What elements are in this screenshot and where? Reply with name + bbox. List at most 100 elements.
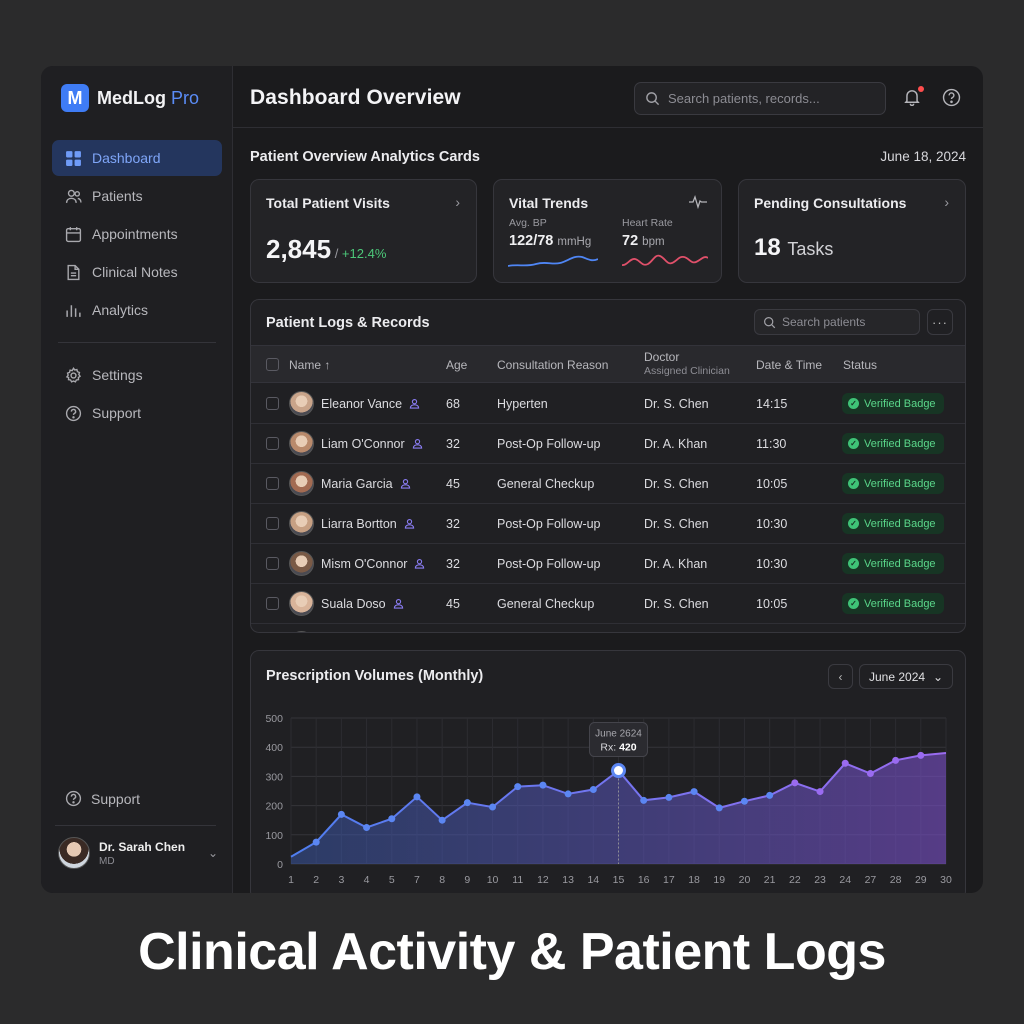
card-title: Vital Trends [509,195,589,211]
data-point [866,769,874,777]
patient-cell[interactable]: Liarra Bortton [289,511,415,536]
x-tick-label: 10 [487,874,499,886]
doctor-cell: Dr. S. Chen [644,517,709,531]
data-point [564,790,572,798]
patient-cell[interactable]: Liam O'Connor [289,431,423,456]
card-title: Pending Consultations [754,195,907,211]
sidebar-item-dashboard[interactable]: Dashboard [52,140,222,176]
data-point [489,803,497,811]
person-icon [404,519,414,529]
data-point [816,788,824,796]
reason-cell: Hyperten [497,397,548,411]
check-icon: ✓ [848,438,859,449]
chart-title: Prescription Volumes (Monthly) [266,668,484,684]
data-point [388,815,396,823]
sidebar-item-label: Settings [92,367,143,383]
prescription-chart-card: Prescription Volumes (Monthly) ‹ June 20… [250,650,966,893]
table-row[interactable]: Maria Garcia 45 General Checkup Dr. S. Chen… [251,464,965,504]
help-icon [65,790,82,807]
data-point [690,788,698,796]
table-search[interactable] [754,309,920,335]
patient-cell[interactable]: Eleanor Vance [289,391,420,416]
help-button[interactable] [942,88,961,112]
page-title: Dashboard Overview [250,86,461,109]
check-icon: ✓ [848,598,859,609]
bell-icon [904,90,920,107]
th-status: Status [843,358,878,372]
chevron-right-icon[interactable]: › [455,194,460,210]
visits-delta-wrap: / +12.4% [331,246,387,261]
chevron-right-icon[interactable]: › [944,194,949,210]
doctor-cell: Dr. A. Khan [644,557,708,571]
logo[interactable]: M MedLog Pro [61,84,199,112]
select-all-checkbox[interactable] [266,358,279,371]
month-select[interactable]: June 2024 ⌄ [859,664,953,689]
card-vital-trends[interactable]: Vital Trends Avg. BP 122/78 mmHg Heart R… [493,179,722,283]
table-row[interactable]: Eleanor Vance 68 Hyperten Dr. S. Chen 14:15 ✓… [251,384,965,424]
sidebar-item-label: Appointments [92,226,178,242]
th-age: Age [446,358,468,372]
search-input[interactable] [668,91,868,106]
table-row[interactable]: Suala Doso 45 General Checkup Dr. S. Chen 10… [251,584,965,624]
row-checkbox[interactable] [266,517,279,530]
status-badge: ✓ Verified Badge [842,473,944,494]
patient-cell[interactable]: Suala Doso [289,591,404,616]
person-icon [415,559,425,569]
prev-month-button[interactable]: ‹ [828,664,853,689]
x-tick-label: 8 [439,874,445,886]
month-value: June 2024 [869,669,926,684]
card-total-visits[interactable]: Total Patient Visits › 2,845 / +12.4% [250,179,477,283]
table-row[interactable]: Liam O'Connor 32 Post-Op Follow-up Dr. A. K… [251,424,965,464]
hr-sparkline [622,254,708,266]
check-icon: ✓ [848,398,859,409]
status-label: Verified Badge [864,477,936,490]
support-link-bottom[interactable]: Support [65,790,140,807]
chevron-down-icon: ⌄ [932,669,943,684]
user-name: Dr. Sarah Chen [99,839,186,854]
th-name[interactable]: Name ↑ [289,358,330,372]
patient-cell[interactable]: Mism O'Connor [289,551,425,576]
tooltip-value: Rx: 420 [600,742,636,754]
card-pending-consultations[interactable]: Pending Consultations › 18 Tasks [738,179,966,283]
table-row[interactable]: Mism O'Connor 32 Post-Op Follow-up Dr. A. K… [251,544,965,584]
sidebar-item-settings[interactable]: Settings [52,357,222,393]
age-cell: 32 [446,437,460,451]
sidebar-item-clinical-notes[interactable]: Clinical Notes [52,254,222,290]
row-checkbox[interactable] [266,397,279,410]
sidebar-item-analytics[interactable]: Analytics [52,292,222,328]
app-name: MedLog Pro [97,88,199,109]
patient-cell[interactable]: Maria Garcia [289,471,411,496]
sidebar-item-patients[interactable]: Patients [52,178,222,214]
notifications-button[interactable] [903,86,924,111]
x-tick-label: 11 [512,874,523,886]
user-profile[interactable]: Dr. Sarah Chen MD ⌄ [58,837,218,869]
topbar: Dashboard Overview [233,66,983,128]
row-checkbox[interactable] [266,597,279,610]
row-checkbox[interactable] [266,437,279,450]
global-search[interactable] [634,82,886,115]
table-row[interactable]: Liarra Bortton 32 Post-Op Follow-up Dr. S. … [251,504,965,544]
age-cell: 32 [446,557,460,571]
th-reason: Consultation Reason [497,358,609,372]
x-tick-label: 18 [688,874,700,886]
nav-divider [58,342,216,343]
person-icon [409,399,420,409]
sidebar-item-label: Dashboard [92,150,161,166]
data-point [715,804,723,812]
more-options-button[interactable]: ··· [927,309,953,335]
patient-logs-table: Patient Logs & Records ··· Name ↑ Age Co… [250,299,966,633]
logo-icon: M [61,84,89,112]
row-checkbox[interactable] [266,477,279,490]
table-search-input[interactable] [782,315,912,329]
chevron-down-icon[interactable]: ⌄ [207,846,218,860]
th-doctor: Doctor Assigned Clinician [644,350,730,378]
doctor-cell: Dr. S. Chen [644,597,709,611]
x-tick-label: 27 [865,874,877,886]
patient-name: Liarra Bortton [321,516,397,531]
sidebar-item-appointments[interactable]: Appointments [52,216,222,252]
data-point [766,791,774,799]
app-name-suffix: Pro [171,87,200,108]
sidebar-item-support[interactable]: Support [52,395,222,431]
row-checkbox[interactable] [266,557,279,570]
bp-number: 122/78 [509,233,554,249]
